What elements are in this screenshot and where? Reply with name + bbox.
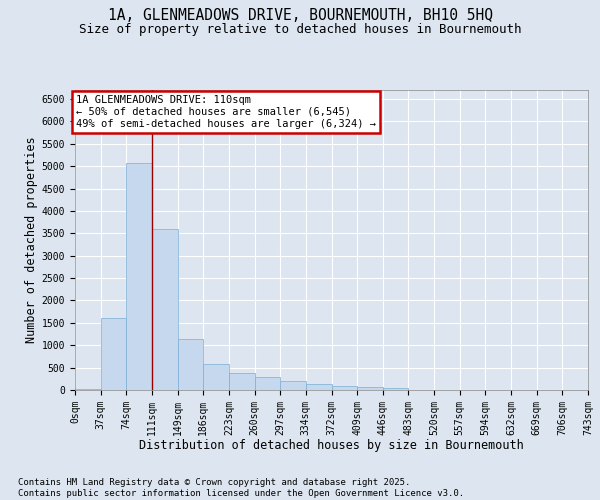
Text: Contains HM Land Registry data © Crown copyright and database right 2025.
Contai: Contains HM Land Registry data © Crown c… xyxy=(18,478,464,498)
Bar xyxy=(229,374,254,390)
Text: 1A GLENMEADOWS DRIVE: 110sqm
← 50% of detached houses are smaller (6,545)
49% of: 1A GLENMEADOWS DRIVE: 110sqm ← 50% of de… xyxy=(76,96,376,128)
Bar xyxy=(357,388,383,390)
Bar xyxy=(101,318,127,390)
Bar xyxy=(254,376,280,390)
Bar xyxy=(152,229,178,390)
Bar xyxy=(331,386,357,390)
Text: 1A, GLENMEADOWS DRIVE, BOURNEMOUTH, BH10 5HQ: 1A, GLENMEADOWS DRIVE, BOURNEMOUTH, BH10… xyxy=(107,8,493,22)
Bar xyxy=(306,384,331,390)
Bar xyxy=(280,381,306,390)
Bar xyxy=(203,364,229,390)
Bar xyxy=(178,338,203,390)
Bar xyxy=(75,388,101,390)
X-axis label: Distribution of detached houses by size in Bournemouth: Distribution of detached houses by size … xyxy=(139,439,524,452)
Bar xyxy=(127,162,152,390)
Bar xyxy=(383,388,409,390)
Y-axis label: Number of detached properties: Number of detached properties xyxy=(25,136,38,344)
Text: Size of property relative to detached houses in Bournemouth: Size of property relative to detached ho… xyxy=(79,22,521,36)
